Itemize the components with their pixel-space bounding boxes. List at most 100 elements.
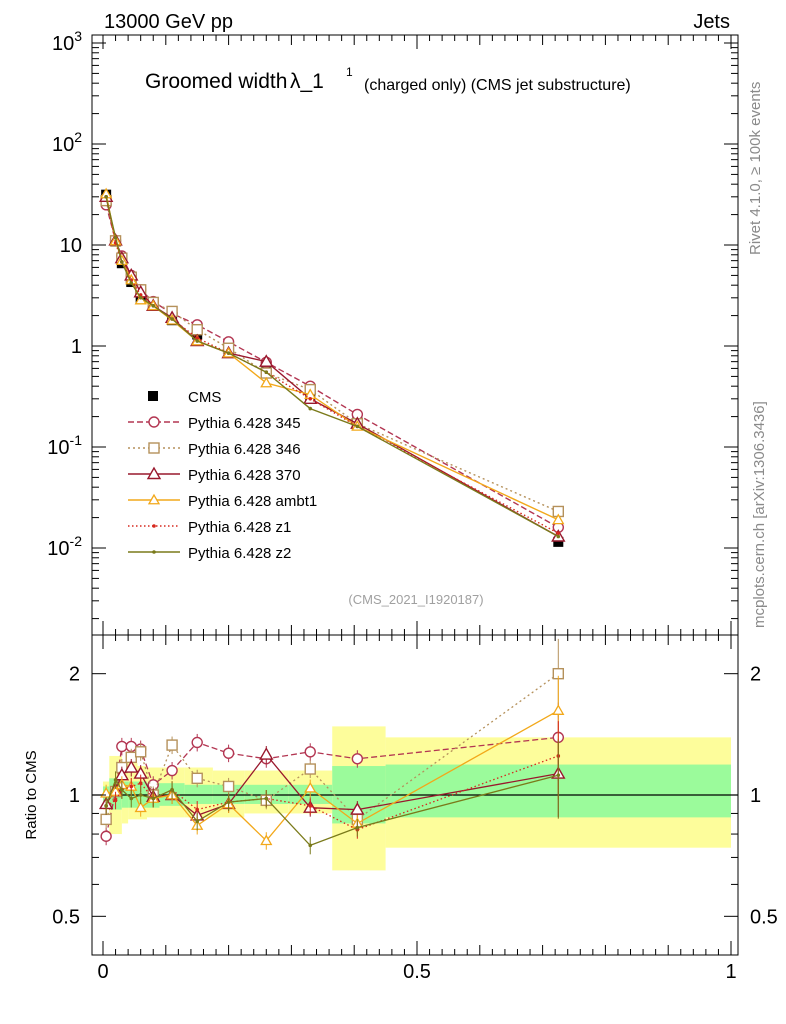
series-line-z2 bbox=[105, 196, 559, 538]
legend-marker-z2 bbox=[152, 550, 156, 554]
marker-z2 bbox=[104, 195, 108, 199]
main-axis-ticks bbox=[92, 35, 738, 635]
ratio-marker-z2 bbox=[113, 778, 118, 782]
marker-z2 bbox=[120, 260, 124, 264]
main-y-tick-label: 103 bbox=[52, 28, 82, 55]
legend-label-z1: Pythia 6.428 z1 bbox=[188, 519, 291, 536]
cms-data-point bbox=[553, 536, 564, 547]
ratio-marker-p370 bbox=[124, 760, 139, 773]
legend-marker-cms bbox=[148, 391, 158, 401]
plot-title-main: Groomed width bbox=[145, 70, 287, 93]
marker-z2 bbox=[113, 235, 118, 240]
ratio-marker-z2 bbox=[170, 788, 174, 792]
series-p370 bbox=[98, 189, 566, 542]
ratio-marker-ambt1 bbox=[134, 801, 147, 813]
ratio-marker-z2 bbox=[120, 788, 124, 792]
ratio-marker-z1 bbox=[308, 804, 313, 808]
ratio-y-tick-label-right: 2 bbox=[750, 664, 761, 686]
ratio-marker-z1 bbox=[129, 784, 134, 789]
marker-z2 bbox=[355, 424, 360, 429]
ratio-y-tick-label-left: 0.5 bbox=[52, 906, 80, 928]
tick-base: 10 bbox=[47, 538, 69, 560]
legend-entry-p370: Pythia 6.428 370 bbox=[128, 466, 301, 484]
ratio-y-tick-label-right: 0.5 bbox=[750, 906, 778, 928]
marker-z1 bbox=[308, 397, 313, 401]
plot-title-suffix: (charged only) (CMS jet substructure) bbox=[364, 77, 631, 94]
stat-band bbox=[184, 784, 213, 804]
legend-marker-p345 bbox=[148, 416, 160, 428]
legend-entry-p346: Pythia 6.428 346 bbox=[128, 441, 301, 458]
marker-z2 bbox=[170, 317, 174, 321]
marker-p370 bbox=[259, 354, 274, 367]
ratio-marker-p370 bbox=[350, 802, 365, 815]
legend-entry-z2: Pythia 6.428 z2 bbox=[128, 545, 291, 562]
ratio-x-tick-label: 0.5 bbox=[403, 961, 431, 983]
marker-z2 bbox=[151, 304, 156, 308]
series-p345 bbox=[100, 199, 564, 534]
ratio-marker-z2 bbox=[226, 800, 231, 804]
mcplots-label: mcplots.cern.ch [arXiv:1306.3436] bbox=[751, 401, 768, 628]
tick-exponent: -1 bbox=[70, 432, 83, 448]
legend-entry-z1: Pythia 6.428 z1 bbox=[128, 519, 291, 536]
main-y-tick-label: 10-1 bbox=[47, 432, 82, 459]
ratio-y-tick-label-left: 2 bbox=[69, 664, 80, 686]
marker-z1 bbox=[195, 336, 199, 340]
main-y-tick-label: 102 bbox=[52, 129, 82, 156]
ratio-marker-p345 bbox=[304, 746, 316, 758]
analysis-id: (CMS_2021_I1920187) bbox=[348, 592, 483, 607]
legend-entry-ambt1: Pythia 6.428 ambt1 bbox=[128, 493, 317, 510]
series-line-p370 bbox=[105, 196, 559, 538]
tick-base: 10 bbox=[47, 437, 69, 459]
legend-marker-z1 bbox=[152, 524, 156, 528]
ratio-marker-z1 bbox=[113, 798, 118, 803]
legend-marker-p346 bbox=[148, 442, 160, 454]
ratio-marker-p346 bbox=[191, 772, 203, 785]
series-line-z1 bbox=[105, 196, 559, 534]
legend-marker-ambt1 bbox=[147, 493, 161, 505]
marker-p346 bbox=[191, 324, 203, 336]
ratio-marker-z2 bbox=[129, 796, 134, 801]
series-z1 bbox=[104, 195, 561, 536]
ratio-marker-p345 bbox=[100, 830, 112, 842]
ratio-y-axis-label: Ratio to CMS bbox=[23, 750, 40, 839]
ratio-marker-p346 bbox=[222, 780, 235, 793]
ratio-marker-z2 bbox=[264, 796, 269, 801]
series-line-p346 bbox=[105, 200, 559, 513]
category-label: Jets bbox=[693, 11, 730, 33]
series-line-p345 bbox=[105, 204, 559, 529]
marker-z1 bbox=[556, 531, 561, 536]
legend-entry-p345: Pythia 6.428 345 bbox=[128, 415, 301, 432]
ratio-y-tick-label-left: 1 bbox=[69, 785, 80, 807]
series-p346 bbox=[100, 194, 564, 518]
ratio-marker-p345 bbox=[116, 740, 128, 753]
marker-z2 bbox=[138, 296, 143, 300]
energy-label: 13000 GeV pp bbox=[104, 11, 233, 33]
legend-label-ambt1: Pythia 6.428 ambt1 bbox=[188, 493, 317, 510]
ratio-marker-ambt1 bbox=[304, 781, 317, 793]
marker-z2 bbox=[226, 351, 231, 355]
ratio-marker-z2 bbox=[151, 796, 156, 801]
ratio-y-tick-labels: 0.5 0.5 1 1 2 2 bbox=[52, 664, 778, 929]
ratio-marker-p345 bbox=[351, 753, 364, 765]
marker-z2 bbox=[264, 370, 269, 375]
ratio-marker-p370 bbox=[259, 747, 274, 760]
legend-label-z2: Pythia 6.428 z2 bbox=[188, 545, 291, 562]
series-z2 bbox=[104, 195, 561, 539]
ratio-x-tick-labels: 0 0.5 1 bbox=[97, 961, 736, 983]
plot-title-superscript: 1 bbox=[346, 65, 353, 79]
tick-exponent: 2 bbox=[74, 129, 82, 145]
ratio-marker-z2 bbox=[195, 819, 199, 824]
ratio-axis-ticks bbox=[92, 635, 738, 955]
ratio-marker-p345 bbox=[222, 747, 235, 759]
ratio-marker-p346 bbox=[134, 746, 147, 758]
legend: CMS Pythia 6.428 345 Pythia 6.428 346 Pythi… bbox=[128, 389, 317, 562]
ratio-marker-p346 bbox=[304, 763, 316, 775]
marker-ambt1 bbox=[552, 513, 565, 525]
marker-z2 bbox=[129, 281, 134, 285]
rivet-version-label: Rivet 4.1.0, ≥ 100k events bbox=[747, 82, 764, 255]
ratio-series-z2 bbox=[104, 740, 561, 855]
ratio-marker-ambt1 bbox=[552, 704, 565, 715]
main-y-tick-label: 1 bbox=[71, 336, 82, 358]
